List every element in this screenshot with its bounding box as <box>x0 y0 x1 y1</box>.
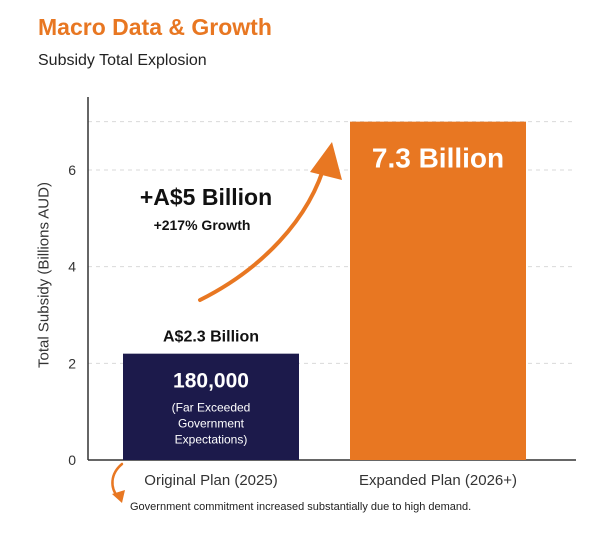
bar-label-original-amount: A$2.3 Billion <box>163 329 259 346</box>
down-arrowhead-icon <box>112 490 125 503</box>
growth-percent-label: +217% Growth <box>154 217 251 233</box>
y-tick-label: 4 <box>68 259 76 275</box>
bar-label-original-count: 180,000 <box>173 370 249 393</box>
bar-expanded-plan <box>350 121 526 461</box>
growth-arrow-icon <box>198 158 328 302</box>
bar-label-expanded-amount: 7.3 Billion <box>372 143 504 174</box>
bar-original-plan <box>123 353 299 460</box>
growth-arrowhead-icon <box>310 142 342 180</box>
x-tick-label: Original Plan (2025) <box>144 472 277 489</box>
bar-label-original-note: (Far Exceeded <box>172 401 251 415</box>
y-tick-label: 6 <box>68 162 76 178</box>
page-title: Macro Data & Growth <box>38 14 272 40</box>
chart-subtitle: Subsidy Total Explosion <box>38 52 207 69</box>
bar-label-original-note: Expectations) <box>175 433 248 447</box>
x-tick-label: Expanded Plan (2026+) <box>359 472 517 489</box>
bar-label-original-note: Government <box>178 417 245 431</box>
footnote: Government commitment increased substant… <box>130 501 471 513</box>
y-tick-label: 0 <box>68 452 76 468</box>
y-tick-label: 2 <box>68 355 76 371</box>
growth-amount-label: +A$5 Billion <box>140 184 272 210</box>
